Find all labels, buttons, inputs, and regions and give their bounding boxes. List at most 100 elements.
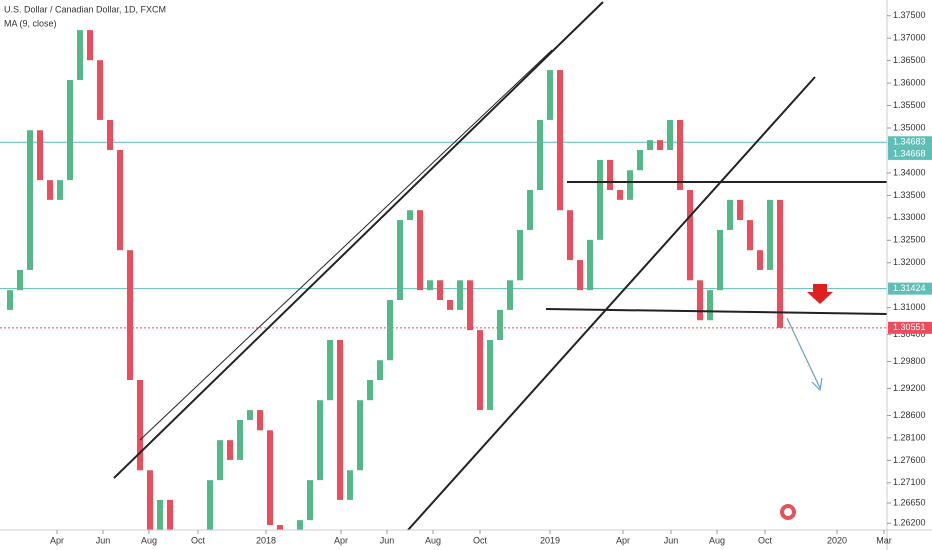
candle (17, 269, 23, 291)
x-tick-label: Aug (141, 535, 157, 545)
x-tick-label: Apr (616, 535, 630, 545)
price-label: 1.34683 (893, 137, 926, 147)
price-label: 1.34668 (893, 148, 926, 158)
x-tick-label: Jun (96, 535, 111, 545)
x-tick-label: Mar (876, 535, 892, 545)
y-tick-label: 1.31000 (893, 302, 926, 312)
y-tick-label: 1.32500 (893, 235, 926, 245)
candle (397, 220, 403, 301)
candle (437, 280, 443, 301)
candle (757, 250, 763, 270)
y-tick-label: 1.33000 (893, 212, 926, 222)
candle (687, 189, 693, 281)
x-tick-label: Aug (709, 535, 725, 545)
candle (707, 290, 713, 321)
x-tick-label: Oct (758, 535, 773, 545)
candle (7, 290, 13, 310)
candle (57, 180, 63, 200)
candle (347, 470, 353, 500)
candle (487, 340, 493, 411)
y-tick-label: 1.27100 (893, 477, 926, 487)
plot-area (0, 30, 887, 530)
candle (777, 199, 783, 328)
x-tick-label: 2020 (827, 535, 847, 545)
candle (567, 210, 573, 261)
price-label: 1.30551 (893, 322, 926, 332)
candle (157, 499, 163, 530)
candle (87, 30, 93, 61)
candle (587, 239, 593, 291)
candle (217, 440, 223, 481)
candle (227, 440, 233, 460)
candle (667, 119, 673, 151)
candle (577, 260, 583, 291)
candle (257, 410, 263, 431)
y-tick-label: 1.37500 (893, 10, 926, 20)
candle (27, 130, 33, 270)
candle (627, 170, 633, 200)
y-tick-label: 1.33500 (893, 190, 926, 200)
x-tick-label: 2018 (256, 535, 276, 545)
candle (37, 130, 43, 181)
candle (717, 229, 723, 291)
candle (747, 220, 753, 251)
trend-line (139, 49, 553, 441)
projection-arrow-head (811, 377, 823, 392)
y-tick-label: 1.37000 (893, 33, 926, 43)
y-tick-label: 1.34000 (893, 167, 926, 177)
y-tick-label: 1.29800 (893, 356, 926, 366)
candle (267, 430, 273, 526)
x-tick-label: Jun (664, 535, 679, 545)
candle (727, 199, 733, 230)
candle (357, 400, 363, 471)
candle (597, 159, 603, 240)
candle (107, 119, 113, 151)
price-label-box (888, 321, 932, 334)
candle (737, 199, 743, 221)
price-label: 1.31424 (893, 283, 926, 293)
candle (137, 379, 143, 471)
candle (497, 309, 503, 341)
candle (117, 150, 123, 251)
candle (427, 280, 433, 291)
candle (657, 140, 663, 151)
candle (637, 150, 643, 171)
candle (387, 300, 393, 361)
horizontal-line (545, 308, 887, 315)
candle (647, 140, 653, 151)
x-tick-label: 2019 (540, 535, 560, 545)
candle (97, 60, 103, 120)
trend-line (113, 1, 604, 479)
x-tick-label: Aug (425, 535, 441, 545)
x-tick-label: Oct (191, 535, 206, 545)
price-label-box (888, 147, 932, 160)
candle (447, 300, 453, 310)
y-tick-label: 1.35500 (893, 100, 926, 110)
candle (537, 119, 543, 190)
x-tick-label: Jun (380, 535, 395, 545)
candle (517, 229, 523, 281)
price-label-box (888, 282, 932, 295)
candle (277, 525, 283, 530)
candle (327, 340, 333, 401)
candle (767, 199, 773, 270)
candle (147, 470, 153, 530)
candle (377, 360, 383, 380)
y-tick-label: 1.36000 (893, 77, 926, 87)
candle (607, 159, 613, 190)
drawings (113, 1, 887, 530)
candle (77, 30, 83, 80)
candle (127, 250, 133, 380)
candle (307, 480, 313, 521)
candle (237, 419, 243, 460)
projection-arrow (786, 317, 821, 389)
trend-line (407, 76, 816, 530)
candle (477, 330, 483, 411)
candle (407, 210, 413, 221)
x-tick-label: Apr (50, 535, 64, 545)
y-tick-label: 1.30400 (893, 329, 926, 339)
chart-title: U.S. Dollar / Canadian Dollar, 1D, FXCM (4, 4, 166, 14)
candle (617, 189, 623, 200)
